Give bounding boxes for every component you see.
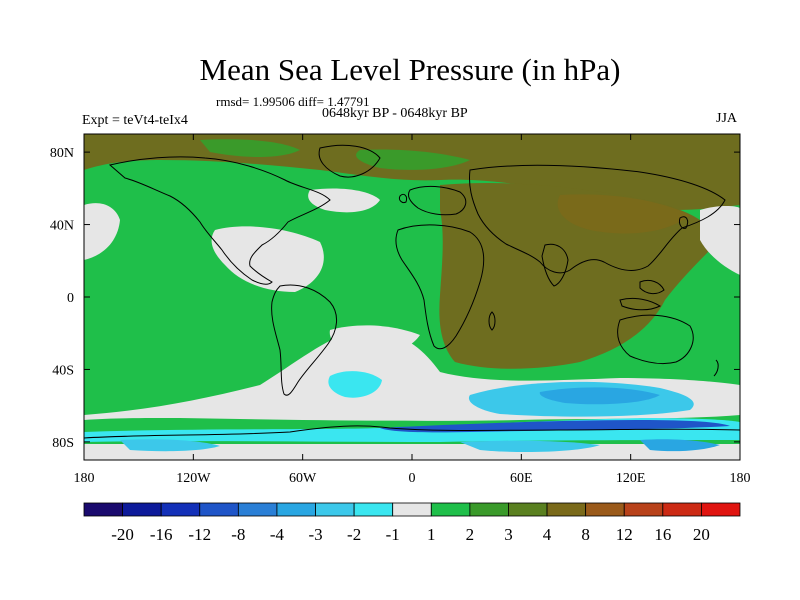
colorbar <box>83 502 741 517</box>
lat-tick-label: 80N <box>50 146 74 161</box>
colorbar-box <box>623 502 664 517</box>
colorbar-box <box>353 502 394 517</box>
lat-tick-label: 80S <box>52 436 74 451</box>
colorbar-box <box>199 502 239 517</box>
colorbar-box <box>662 502 702 517</box>
colorbar-box <box>585 502 625 517</box>
experiment-label: Expt = teVt4-teIx4 <box>82 113 188 128</box>
field-antarctic-blue-patch-1 <box>120 439 220 452</box>
colorbar-label: 4 <box>543 525 552 544</box>
colorbar-label: -3 <box>308 525 322 544</box>
colorbar-label: -2 <box>347 525 361 544</box>
field-s-indian-blue <box>539 387 660 405</box>
field-asia-dark-brown <box>557 194 690 234</box>
colorbar-box <box>315 502 355 517</box>
colorbar-label: -20 <box>111 525 134 544</box>
field-s-atlantic-gray <box>329 325 420 356</box>
colorbar-label: -8 <box>231 525 245 544</box>
field-n-pacific-gray-east <box>700 205 740 275</box>
colorbar-box <box>546 502 587 517</box>
field-caribbean-gray <box>255 259 310 283</box>
colorbar-box <box>430 502 471 517</box>
colorbar-box <box>83 502 123 517</box>
stats-label: rmsd= 1.99506 diff= 1.47791 <box>216 94 370 109</box>
coastlines <box>84 144 740 439</box>
colorbar-label: -12 <box>188 525 211 544</box>
period-label: 0648kyr BP - 0648kyr BP <box>322 106 468 121</box>
field-n-atlantic-gray <box>308 188 380 213</box>
season-label: JJA <box>716 111 738 126</box>
lon-tick-label: 180 <box>74 471 95 486</box>
lon-tick-label: 0 <box>409 471 416 486</box>
field-antarctic-deep-blue <box>380 420 730 433</box>
colorbar-box <box>508 502 548 517</box>
colorbar-labels: -20 -16 -12 -8 -4 -3 -2 -1 1 2 3 4 8 12 16 20 <box>111 525 710 544</box>
lon-tick-label: 120E <box>616 471 646 486</box>
colorbar-box <box>392 502 432 517</box>
colorbar-label: -16 <box>150 525 173 544</box>
colorbar-label: 1 <box>427 525 436 544</box>
colorbar-label: 2 <box>466 525 475 544</box>
colorbar-label: 8 <box>581 525 590 544</box>
lon-tick-label: 180 <box>730 471 751 486</box>
axis-ticks <box>83 134 741 460</box>
colorbar-box <box>276 502 316 517</box>
colorbar-label: 16 <box>654 525 671 544</box>
colorbar-box <box>701 502 741 517</box>
field-arctic-green-patch-2 <box>200 139 300 157</box>
colorbar-label: 20 <box>693 525 710 544</box>
colorbar-box <box>122 502 162 517</box>
field-arctic-green-patch <box>356 149 470 170</box>
colorbar-box <box>160 502 201 517</box>
lon-tick-label: 60W <box>289 471 317 486</box>
colorbar-label: -1 <box>386 525 400 544</box>
colorbar-box <box>469 502 509 517</box>
map-title: Mean Sea Level Pressure (in hPa) <box>199 52 621 87</box>
field-n-pacific-gray-west <box>84 203 120 260</box>
lon-tick-label: 120W <box>176 471 211 486</box>
colorbar-box <box>237 502 278 517</box>
lat-tick-label: 40S <box>52 363 74 378</box>
lat-tick-label: 0 <box>67 291 74 306</box>
lat-tick-label: 40N <box>50 219 74 234</box>
colorbar-label: 12 <box>616 525 633 544</box>
colorbar-label: -4 <box>270 525 285 544</box>
field-s-atlantic-cyan <box>328 371 382 398</box>
field-antarctic-blue-patch-2 <box>460 440 600 453</box>
lon-tick-label: 60E <box>510 471 533 486</box>
field-antarctic-blue-patch-3 <box>640 439 720 452</box>
axis-tick-labels: 180 120W 60W 0 60E 120E 180 80N 40N 0 40S 80S <box>50 146 751 486</box>
colorbar-label: 3 <box>504 525 513 544</box>
pressure-field <box>84 134 740 460</box>
